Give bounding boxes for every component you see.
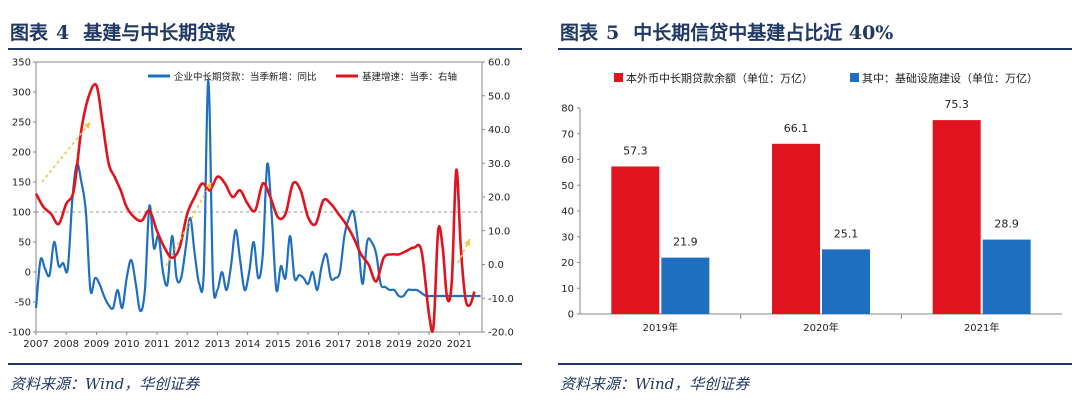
trend-arrow-line <box>457 238 471 264</box>
x-axis-tick-label: 2010 <box>114 339 139 350</box>
left-axis-tick-label: 50 <box>18 238 31 249</box>
bar-medium-long-term-loans <box>772 143 820 314</box>
left-axis-tick-label: 300 <box>12 88 31 99</box>
trend-arrow-head <box>84 122 91 129</box>
y-axis-tick-label: 20 <box>561 258 574 269</box>
x-axis-tick-label: 2021 <box>447 339 472 350</box>
x-axis-tick-label: 2017 <box>326 339 351 350</box>
figure-4-source: 资料来源：Wind，华创证券 <box>10 375 200 393</box>
x-axis-tick-label: 2011 <box>144 339 169 350</box>
x-axis-tick-label: 2013 <box>205 339 230 350</box>
legend-label: 本外币中长期贷款余额（单位：万亿） <box>626 71 813 85</box>
y-axis-tick-label: 30 <box>561 232 574 243</box>
left-axis-tick-label: 150 <box>12 178 31 189</box>
figure-5-bottom-rule <box>558 363 1072 365</box>
left-axis-tick-label: 0 <box>25 268 31 279</box>
bar-data-label: 28.9 <box>994 218 1019 231</box>
legend-label: 其中：基础设施建设（单位：万亿） <box>862 71 1038 85</box>
figure-4-line-chart: 350 300 250 200 150 100 50 0 -50 -100 60.0 50.0 40.0… <box>8 58 514 351</box>
right-axis-tick-label: 20.0 <box>488 193 510 204</box>
x-axis-tick-label: 2012 <box>174 339 199 350</box>
right-axis-tick-label: 50.0 <box>488 91 510 102</box>
x-axis-tick-label: 2009 <box>84 339 109 350</box>
bar-data-label: 66.1 <box>784 122 809 135</box>
right-axis-tick-label: 40.0 <box>488 125 510 136</box>
trend-arrow-head <box>205 182 212 189</box>
legend-label: 基建增速：当季：右轴 <box>362 71 457 83</box>
right-axis-tick-label: 10.0 <box>488 226 510 237</box>
x-axis-tick-label: 2007 <box>23 339 48 350</box>
right-axis-tick-label: 30.0 <box>488 159 510 170</box>
figure-5-title: 图表 5 中长期信贷中基建占比近 40% <box>560 18 893 45</box>
trend-arrow-head <box>464 239 470 246</box>
figure-4-number: 4 <box>56 22 70 44</box>
y-axis-tick-label: 70 <box>561 129 574 140</box>
bar-infrastructure <box>982 239 1031 314</box>
figure-4-prefix: 图表 <box>10 22 49 44</box>
figure-5-prefix: 图表 <box>560 22 599 44</box>
figure-5-bar-chart: 本外币中长期贷款余额（单位：万亿） 其中：基础设施建设（单位：万亿） 80 70 60… <box>561 71 1062 334</box>
x-axis-tick-label: 2019 <box>386 339 411 350</box>
trend-arrow-line <box>165 181 213 267</box>
right-axis-tick-label: 60.0 <box>488 58 510 69</box>
right-axis-tick-label: -10.0 <box>488 294 514 305</box>
x-axis-tick-label: 2018 <box>356 339 381 350</box>
x-axis-category-label: 2020年 <box>803 321 838 334</box>
figure-5-top-rule <box>558 48 1072 50</box>
series-line-infrastructure <box>34 82 476 333</box>
left-axis-tick-label: -100 <box>8 328 31 339</box>
figure-4-bottom-rule <box>8 363 522 365</box>
bar-data-label: 21.9 <box>673 236 698 249</box>
right-axis-tick-label: -20.0 <box>488 328 514 339</box>
legend-swatch <box>614 73 623 82</box>
y-axis-tick-label: 80 <box>561 104 574 115</box>
bar-medium-long-term-loans <box>932 120 981 314</box>
left-axis-tick-label: 100 <box>12 208 31 219</box>
x-axis-category-label: 2019年 <box>643 321 678 334</box>
figure-4-title: 图表 4 基建与中长期贷款 <box>10 18 235 45</box>
bar-infrastructure <box>661 257 710 314</box>
x-axis-tick-label: 2016 <box>295 339 320 350</box>
left-axis-tick-label: 200 <box>12 148 31 159</box>
x-axis-tick-label: 2014 <box>235 339 260 350</box>
figure-4-panel: 图表 4 基建与中长期贷款 350 300 250 200 150 100 50 0 -50 -100… <box>0 0 530 405</box>
figure-5-title-text: 中长期信贷中基建占比近 40% <box>633 22 894 44</box>
y-axis-tick-label: 60 <box>561 155 574 166</box>
x-axis-tick-label: 2020 <box>416 339 441 350</box>
figure-5-number: 5 <box>606 22 620 44</box>
bar-data-label: 75.3 <box>944 98 969 111</box>
left-axis-tick-label: -50 <box>15 298 31 309</box>
left-axis-tick-label: 250 <box>12 118 31 129</box>
y-axis-tick-label: 50 <box>561 181 574 192</box>
y-axis-tick-label: 10 <box>561 284 574 295</box>
y-axis-tick-label: 40 <box>561 207 574 218</box>
figure-5-panel: 图表 5 中长期信贷中基建占比近 40% 本外币中长期贷款余额（单位：万亿） 其中：基… <box>550 0 1080 405</box>
bar-data-label: 25.1 <box>834 227 859 240</box>
bar-medium-long-term-loans <box>611 166 660 314</box>
x-axis-tick-label: 2015 <box>265 339 290 350</box>
series-line-loans <box>34 78 481 313</box>
trend-arrow-line <box>41 121 92 183</box>
x-axis-category-label: 2021年 <box>964 321 999 334</box>
bar-data-label: 57.3 <box>623 144 648 157</box>
y-axis-tick-label: 0 <box>568 310 574 321</box>
figure-4-top-rule <box>8 48 522 50</box>
figure-5-source: 资料来源：Wind，华创证券 <box>560 375 750 393</box>
figure-4-title-text: 基建与中长期贷款 <box>83 22 236 44</box>
legend-label: 企业中长期贷款：当季新增：同比 <box>174 71 317 83</box>
x-axis-tick-label: 2008 <box>54 339 79 350</box>
bar-infrastructure <box>822 249 870 314</box>
left-axis-tick-label: 350 <box>12 58 31 69</box>
legend-swatch <box>850 73 859 82</box>
right-axis-tick-label: 0.0 <box>488 260 504 271</box>
